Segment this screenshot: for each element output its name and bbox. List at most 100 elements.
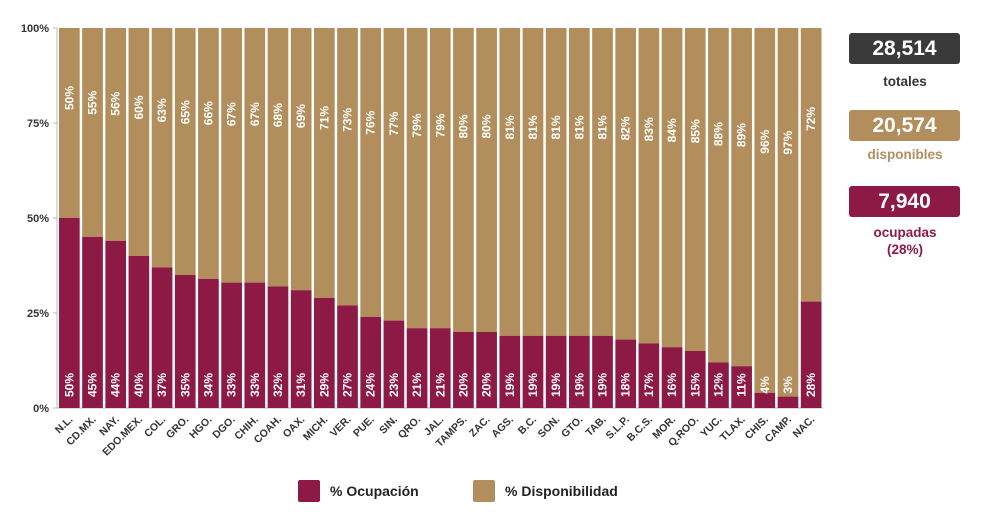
bar-occupancy: [708, 362, 729, 408]
bar-availability: [337, 28, 358, 306]
data-label-occupancy: 21%: [410, 373, 424, 397]
x-tick-label: CAMP.: [763, 414, 795, 446]
data-label-occupancy: 19%: [526, 373, 540, 397]
data-label-availability: 65%: [178, 100, 192, 124]
data-label-availability: 79%: [433, 113, 447, 137]
bar-availability: [383, 28, 405, 321]
bar-occupancy: [267, 286, 289, 408]
bar-availability: [198, 28, 219, 279]
data-label-occupancy: 40%: [132, 373, 146, 397]
data-label-availability: 79%: [410, 113, 424, 137]
data-label-occupancy: 37%: [155, 373, 169, 397]
data-label-availability: 82%: [619, 116, 633, 140]
occupied-beds-box: 7,940: [849, 186, 960, 217]
y-tick-label: 75%: [27, 118, 49, 130]
data-label-occupancy: 28%: [804, 373, 818, 397]
data-label-occupancy: 16%: [665, 373, 679, 397]
data-label-availability: 97%: [781, 130, 795, 154]
bar-occupancy: [499, 335, 521, 408]
occupied-beds-percent: (28%): [886, 242, 923, 257]
data-label-availability: 66%: [201, 101, 215, 125]
data-label-availability: 81%: [549, 115, 563, 139]
data-label-availability: 96%: [758, 129, 772, 153]
data-label-availability: 88%: [711, 122, 725, 146]
occupied-beds-value: 7,940: [878, 189, 931, 213]
data-label-occupancy: 12%: [711, 373, 725, 397]
data-label-availability: 76%: [364, 110, 378, 134]
y-tick-label: 50%: [27, 213, 49, 225]
data-label-availability: 69%: [294, 104, 308, 128]
data-label-occupancy: 18%: [619, 373, 633, 397]
bar-availability: [406, 28, 428, 329]
data-label-occupancy: 17%: [642, 373, 656, 397]
y-tick-label: 100%: [21, 23, 49, 35]
y-tick-label: 0%: [33, 403, 49, 415]
bar-occupancy: [128, 256, 150, 408]
legend-swatch-occupancy: [298, 480, 320, 502]
available-beds-label: disponibles: [867, 147, 943, 162]
data-label-occupancy: 19%: [572, 373, 586, 397]
data-label-occupancy: 29%: [317, 373, 331, 397]
x-tick-label: SON.: [536, 414, 563, 441]
bar-availability: [59, 28, 80, 218]
data-label-occupancy: 20%: [480, 373, 494, 397]
data-label-availability: 80%: [480, 114, 494, 138]
bar-availability: [800, 28, 822, 302]
bar-occupancy: [731, 366, 752, 408]
data-label-availability: 71%: [317, 106, 331, 130]
data-label-availability: 72%: [804, 107, 818, 131]
y-tick-label: 25%: [27, 308, 49, 320]
data-label-occupancy: 4%: [758, 376, 772, 394]
bar-occupancy: [360, 316, 382, 408]
data-label-availability: 67%: [248, 102, 262, 126]
data-label-occupancy: 19%: [549, 373, 563, 397]
bar-availability: [360, 28, 382, 317]
x-tick-label: HGO.: [187, 414, 215, 442]
x-tick-label: MICH.: [301, 414, 331, 444]
occupied-beds-label-text: ocupadas: [873, 225, 937, 240]
bar-availability: [290, 28, 312, 291]
x-tick-label: PUE.: [351, 414, 377, 440]
bar-occupancy: [151, 267, 173, 408]
data-label-availability: 56%: [109, 91, 123, 115]
x-tick-label: AGS.: [489, 414, 516, 441]
bar-availability: [661, 28, 683, 348]
x-tick-label: NAC.: [791, 414, 818, 441]
bar-availability: [314, 28, 335, 298]
x-tick-label: B.C.: [516, 414, 539, 437]
data-label-availability: 73%: [341, 108, 355, 132]
data-label-availability: 63%: [155, 98, 169, 122]
data-label-availability: 81%: [596, 115, 610, 139]
data-label-occupancy: 3%: [781, 376, 795, 394]
data-label-occupancy: 23%: [387, 373, 401, 397]
bar-availability: [754, 28, 776, 393]
x-tick-label: B.C.S.: [625, 414, 655, 444]
data-label-occupancy: 50%: [62, 373, 76, 397]
bar-availability: [638, 28, 660, 344]
x-tick-label: ZAC.: [467, 414, 493, 440]
data-label-occupancy: 11%: [735, 373, 749, 397]
bar-occupancy: [221, 282, 242, 408]
data-label-availability: 85%: [688, 119, 702, 143]
data-label-occupancy: 27%: [341, 373, 355, 397]
data-label-occupancy: 24%: [364, 373, 378, 397]
bar-availability: [267, 28, 289, 287]
data-label-occupancy: 44%: [109, 373, 123, 397]
bar-occupancy: [569, 335, 590, 408]
x-tick-label: COL.: [142, 414, 168, 440]
x-tick-label: GRO.: [164, 414, 192, 442]
data-label-availability: 81%: [526, 115, 540, 139]
data-label-availability: 81%: [572, 115, 586, 139]
data-label-availability: 60%: [132, 95, 146, 119]
bar-availability: [151, 28, 173, 268]
data-label-occupancy: 33%: [248, 373, 262, 397]
bar-occupancy: [290, 290, 312, 408]
x-tick-label: GTO.: [559, 414, 586, 441]
bar-availability: [174, 28, 196, 275]
bar-availability: [569, 28, 590, 336]
bar-occupancy: [337, 305, 358, 408]
bar-occupancy: [198, 278, 219, 408]
data-label-occupancy: 21%: [433, 373, 447, 397]
bar-availability: [615, 28, 637, 340]
